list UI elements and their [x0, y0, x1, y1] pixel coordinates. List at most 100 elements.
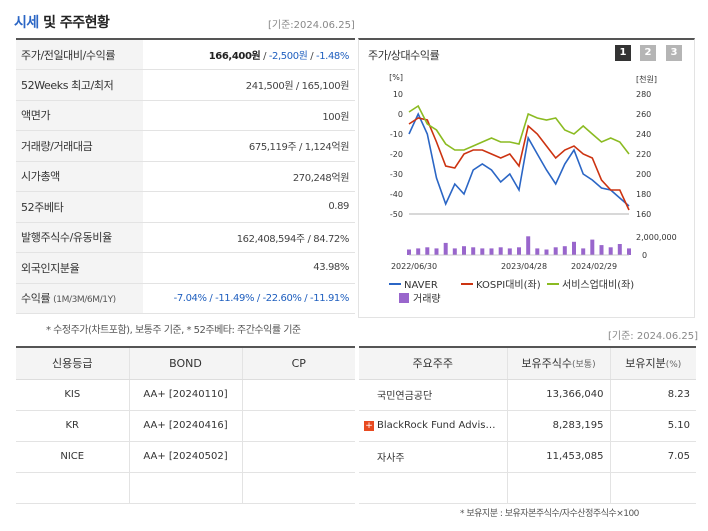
credit-cell — [241, 379, 355, 411]
price-info-table: 주가/전일대비/수익률 166,400원 / -2,500원 / -1.48% 52… — [16, 38, 355, 314]
volume-bar — [562, 246, 567, 255]
credit-cell — [128, 472, 242, 504]
series-line-2 — [408, 104, 630, 155]
credit-header-bond: BOND — [128, 347, 242, 380]
x-tick-label: 2022/06/30 — [391, 262, 437, 271]
volume-bar — [416, 248, 421, 255]
volume-bar — [627, 248, 631, 255]
info-row: 발행주식수/유동비율 162,408,594주 / 84.72% — [16, 222, 355, 253]
chart-panel-label: 주가/상대수익률 — [368, 49, 440, 62]
legend-label: 거래량 — [413, 293, 441, 305]
holder-shares — [506, 472, 610, 504]
left-tick-label: -20 — [390, 150, 403, 159]
left-tick-label: 0 — [398, 110, 403, 119]
volume-bar — [572, 241, 576, 255]
legend-label: KOSPI대비(좌) — [476, 279, 541, 291]
volume-bar — [553, 247, 558, 255]
series-line-0 — [408, 112, 630, 207]
info-row: 주가/전일대비/수익률 166,400원 / -2,500원 / -1.48% — [16, 39, 355, 70]
info-note: * 수정주가(차트포함), 보통주 기준, * 52주베타: 주간수익률 기준 — [46, 325, 301, 336]
holder-shares: 8,283,195 — [506, 410, 610, 442]
right-axis-unit: [천원] — [636, 74, 657, 84]
holder-name — [359, 472, 507, 504]
credit-cell: AA+ [20240502] — [128, 441, 242, 473]
credit-cell: AA+ [20240110] — [128, 379, 242, 411]
info-value: 166,400원 / -2,500원 / -1.48% — [143, 39, 355, 70]
volume-bar — [507, 248, 512, 255]
volume-bar — [581, 248, 586, 255]
info-row: 외국인지분율 43.98% — [16, 252, 355, 284]
right-tick-label: 280 — [636, 90, 651, 99]
holder-pct — [609, 472, 696, 504]
base-date: [기준:2024.06.25] — [268, 20, 355, 31]
volume-bar — [517, 247, 521, 255]
info-value: 241,500원 / 165,100원 — [143, 69, 355, 101]
holders-header-shares: 보유주식수(보통) — [506, 347, 610, 380]
right-tick-label: 220 — [636, 150, 651, 159]
right-tick-label: 240 — [636, 130, 651, 139]
credit-cell: KR — [16, 410, 129, 442]
info-label: 외국인지분율 — [16, 252, 143, 284]
left-tick-label: 10 — [393, 90, 403, 99]
volume-bar — [471, 247, 476, 255]
series-line-1 — [408, 117, 630, 211]
right-tick-label: 200 — [636, 170, 651, 179]
chart-tab-2[interactable]: 2 — [640, 45, 656, 61]
info-label: 52Weeks 최고/최저 — [16, 69, 143, 101]
volume-bar — [617, 244, 622, 255]
info-label: 거래량/거래대금 — [16, 130, 143, 162]
expand-icon[interactable]: + — [364, 420, 374, 431]
credit-cell — [16, 472, 129, 504]
info-value: 270,248억원 — [143, 161, 355, 192]
info-value: 675,119주 / 1,124억원 — [143, 130, 355, 162]
holders-header-pct: 보유지분(%) — [609, 347, 696, 380]
volume-bar — [544, 249, 549, 255]
right-tick-label: 260 — [636, 110, 651, 119]
shareholders-table: 주요주주 보유주식수(보통) 보유지분(%) 국민연금공단 13,366,040 8… — [359, 346, 696, 504]
volume-bar — [425, 247, 430, 255]
credit-cell: NICE — [16, 441, 129, 473]
holder-row: 국민연금공단 13,366,040 8.23 — [359, 379, 696, 411]
credit-cell: AA+ [20240416] — [128, 410, 242, 442]
left-axis-unit: [%] — [389, 73, 403, 82]
info-label: 52주베타 — [16, 191, 143, 223]
volume-bar — [599, 245, 604, 255]
x-tick-label: 2024/02/29 — [571, 262, 617, 271]
holder-pct: 8.23 — [609, 379, 696, 411]
left-tick-label: -50 — [390, 210, 403, 219]
chart-panel — [358, 38, 695, 318]
info-label: 수익률 (1M/3M/6M/1Y) — [16, 283, 143, 314]
holder-name: 국민연금공단 — [359, 379, 507, 411]
credit-cell — [241, 441, 355, 473]
left-tick-label: -10 — [390, 130, 403, 139]
holder-pct: 7.05 — [609, 441, 696, 473]
volume-bar — [489, 248, 494, 255]
holder-row — [359, 472, 696, 504]
chart-tab-3[interactable]: 3 — [666, 45, 682, 61]
volume-bar — [462, 246, 466, 255]
left-tick-label: -30 — [390, 170, 403, 179]
holder-name: 자사주 — [359, 441, 507, 473]
volume-tick-label: 0 — [642, 251, 647, 260]
volume-bar — [608, 247, 613, 255]
volume-bar — [443, 242, 448, 255]
x-tick-label: 2023/04/28 — [501, 262, 547, 271]
left-tick-label: -40 — [390, 190, 403, 199]
holders-note: * 보유지분 : 보유자본주식수/자수산정주식수×100 — [460, 509, 639, 519]
chart-tab-1[interactable]: 1 — [615, 45, 631, 61]
credit-rating-table: 신용등급 BOND CP KIS AA+ [20240110] KR AA+ [202… — [16, 346, 355, 504]
info-value: 162,408,594주 / 84.72% — [143, 222, 355, 253]
volume-bar — [434, 248, 439, 255]
legend-swatch — [399, 293, 409, 303]
credit-header-agency: 신용등급 — [16, 347, 129, 380]
info-label: 주가/전일대비/수익률 — [16, 39, 143, 70]
credit-cell: KIS — [16, 379, 129, 411]
credit-cell — [241, 472, 355, 504]
info-value: 43.98% — [143, 252, 355, 284]
info-value: 0.89 — [143, 191, 355, 223]
credit-row: KIS AA+ [20240110] — [16, 379, 355, 411]
info-row: 액면가 100원 — [16, 100, 355, 131]
info-label: 발행주식수/유동비율 — [16, 222, 143, 253]
holder-row: 자사주 11,453,085 7.05 — [359, 441, 696, 473]
info-value: -7.04% / -11.49% / -22.60% / -11.91% — [143, 283, 355, 314]
